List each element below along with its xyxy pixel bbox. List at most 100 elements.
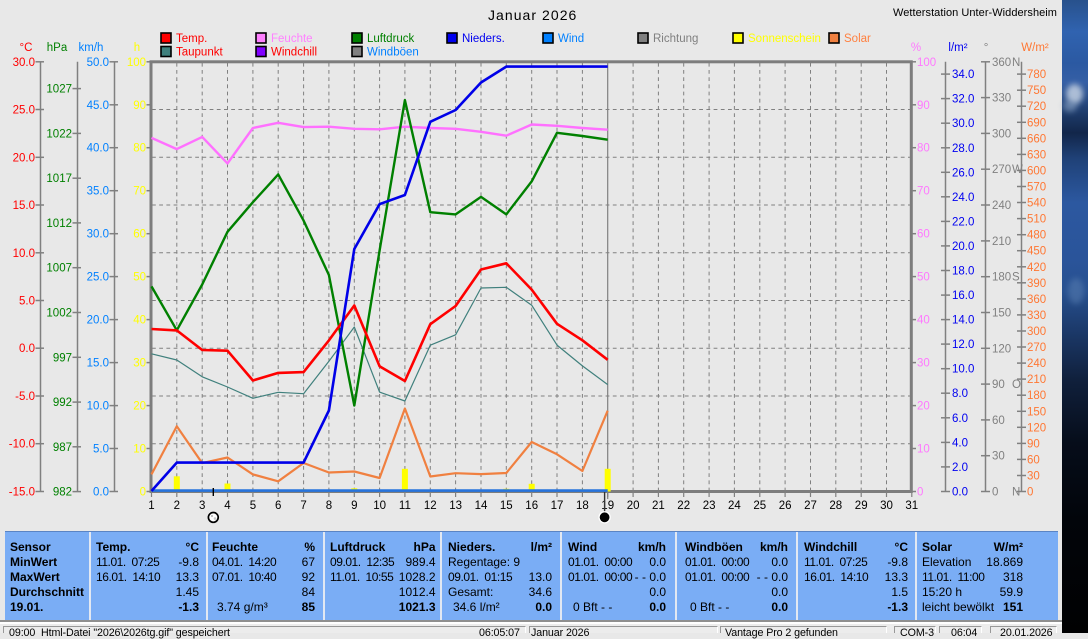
svg-text:°: ° <box>984 42 989 54</box>
svg-text:Windböen: Windböen <box>367 47 419 59</box>
svg-text:1017: 1017 <box>46 173 72 185</box>
svg-text:32.0: 32.0 <box>952 94 974 106</box>
svg-text:Windchill: Windchill <box>271 47 317 59</box>
svg-text:992: 992 <box>53 397 72 409</box>
svg-text:19: 19 <box>601 500 614 512</box>
svg-text:120: 120 <box>992 343 1011 355</box>
svg-text:20.0: 20.0 <box>13 152 35 164</box>
svg-text:28: 28 <box>829 500 842 512</box>
svg-text:h: h <box>134 42 140 54</box>
svg-text:10.0: 10.0 <box>87 401 109 413</box>
svg-text:2: 2 <box>174 500 180 512</box>
svg-text:1: 1 <box>148 500 154 512</box>
svg-text:15.0: 15.0 <box>13 200 35 212</box>
svg-text:10: 10 <box>373 500 386 512</box>
svg-text:14.0: 14.0 <box>952 315 974 327</box>
svg-text:210: 210 <box>992 236 1011 248</box>
svg-text:10.0: 10.0 <box>13 248 35 260</box>
svg-text:5: 5 <box>250 500 256 512</box>
svg-text:24.0: 24.0 <box>952 192 974 204</box>
svg-text:690: 690 <box>1027 117 1046 129</box>
svg-text:7: 7 <box>300 500 306 512</box>
svg-text:30: 30 <box>133 358 146 370</box>
svg-text:20.0: 20.0 <box>952 241 974 253</box>
svg-text:40: 40 <box>917 315 930 327</box>
svg-text:1027: 1027 <box>46 84 72 96</box>
svg-text:0: 0 <box>992 487 998 499</box>
svg-text:22.0: 22.0 <box>952 216 974 228</box>
svg-text:Richtung: Richtung <box>653 33 698 45</box>
svg-text:780: 780 <box>1027 69 1046 81</box>
svg-text:70: 70 <box>133 186 146 198</box>
svg-text:3: 3 <box>199 500 205 512</box>
svg-text:45.0: 45.0 <box>87 100 109 112</box>
svg-text:4: 4 <box>224 500 231 512</box>
svg-text:0.0: 0.0 <box>952 487 968 499</box>
svg-text:30: 30 <box>880 500 893 512</box>
svg-text:100: 100 <box>127 57 146 69</box>
svg-text:120: 120 <box>1027 422 1046 434</box>
svg-text:16.0: 16.0 <box>952 290 974 302</box>
svg-text:27: 27 <box>804 500 817 512</box>
svg-text:25: 25 <box>753 500 766 512</box>
svg-text:40.0: 40.0 <box>87 143 109 155</box>
svg-text:km/h: km/h <box>79 42 104 54</box>
svg-text:30: 30 <box>992 451 1005 463</box>
svg-text:1022: 1022 <box>46 128 72 140</box>
svg-text:22: 22 <box>677 500 690 512</box>
svg-text:40: 40 <box>133 315 146 327</box>
svg-text:5.0: 5.0 <box>19 296 35 308</box>
svg-text:10: 10 <box>917 444 930 456</box>
svg-text:2.0: 2.0 <box>952 462 968 474</box>
svg-text:150: 150 <box>992 308 1011 320</box>
svg-text:50.0: 50.0 <box>87 57 109 69</box>
svg-text:90: 90 <box>917 100 930 112</box>
svg-text:12.0: 12.0 <box>952 339 974 351</box>
svg-text:20: 20 <box>133 401 146 413</box>
svg-text:300: 300 <box>992 128 1011 140</box>
svg-text:W/m²: W/m² <box>1021 42 1049 54</box>
svg-text:hPa: hPa <box>47 42 68 54</box>
svg-text:-15.0: -15.0 <box>9 487 35 499</box>
svg-text:24: 24 <box>728 500 741 512</box>
svg-text:997: 997 <box>53 352 72 364</box>
svg-text:-10.0: -10.0 <box>9 439 35 451</box>
svg-text:540: 540 <box>1027 198 1046 210</box>
svg-text:660: 660 <box>1027 133 1046 145</box>
svg-text:30.0: 30.0 <box>13 57 35 69</box>
svg-text:60: 60 <box>992 415 1005 427</box>
svg-text:750: 750 <box>1027 85 1046 97</box>
svg-text:18: 18 <box>576 500 589 512</box>
svg-text:360: 360 <box>992 57 1011 69</box>
svg-text:Solar: Solar <box>844 33 871 45</box>
svg-text:11: 11 <box>399 500 411 512</box>
svg-text:210: 210 <box>1027 374 1046 386</box>
svg-text:0.0: 0.0 <box>93 487 109 499</box>
svg-text:60: 60 <box>917 229 930 241</box>
svg-text:31: 31 <box>905 500 918 512</box>
svg-text:30.0: 30.0 <box>87 229 109 241</box>
svg-text:28.0: 28.0 <box>952 143 974 155</box>
svg-text:26.0: 26.0 <box>952 167 974 179</box>
svg-text:70: 70 <box>917 186 930 198</box>
svg-text:6: 6 <box>275 500 281 512</box>
svg-text:982: 982 <box>53 487 72 499</box>
svg-text:0.0: 0.0 <box>19 343 35 355</box>
svg-text:30.0: 30.0 <box>952 118 974 130</box>
svg-text:15.0: 15.0 <box>87 358 109 370</box>
svg-text:0: 0 <box>1027 487 1033 499</box>
svg-text:10.0: 10.0 <box>952 364 974 376</box>
svg-text:360: 360 <box>1027 294 1046 306</box>
svg-text:Temp.: Temp. <box>176 33 207 45</box>
svg-text:510: 510 <box>1027 214 1046 226</box>
svg-text:1012: 1012 <box>46 218 72 230</box>
svg-text:10: 10 <box>133 444 146 456</box>
svg-text:Feuchte: Feuchte <box>271 33 313 45</box>
svg-text:Taupunkt: Taupunkt <box>176 47 223 59</box>
svg-text:8: 8 <box>326 500 332 512</box>
svg-text:O: O <box>1012 379 1021 391</box>
svg-text:270: 270 <box>1027 342 1046 354</box>
svg-text:%: % <box>911 42 921 54</box>
svg-text:450: 450 <box>1027 246 1046 258</box>
svg-text:720: 720 <box>1027 101 1046 113</box>
